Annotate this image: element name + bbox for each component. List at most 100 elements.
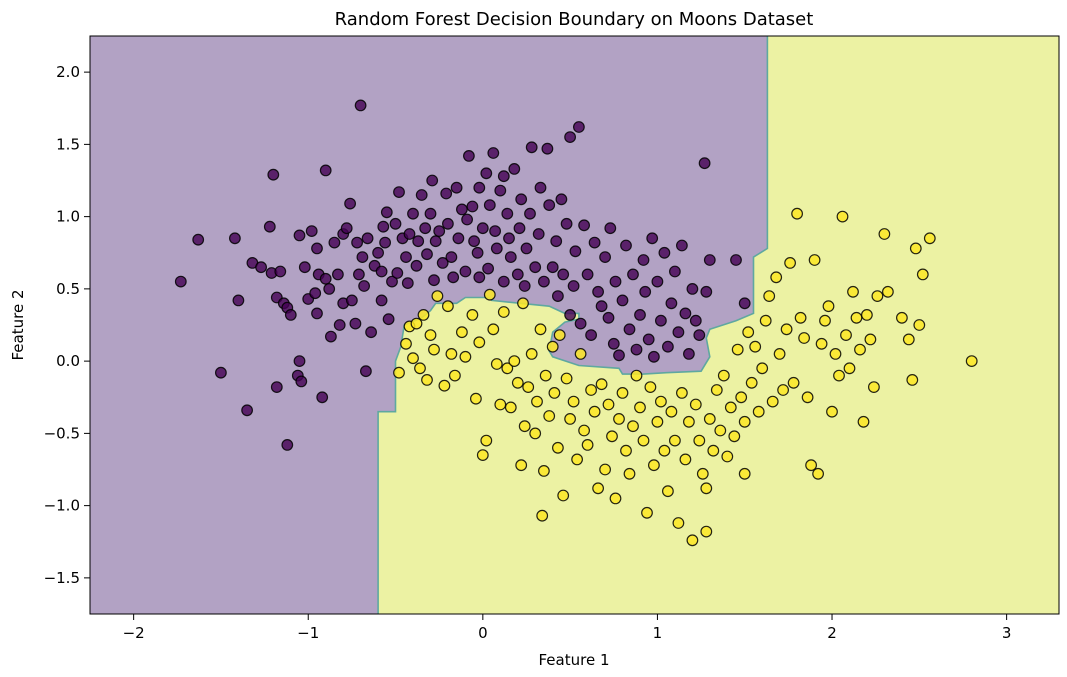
data-point-class-0 [662, 340, 674, 353]
data-point-class-1 [445, 348, 458, 360]
data-point-class-1 [766, 395, 779, 408]
data-point-class-0 [665, 297, 678, 310]
data-point-class-0 [532, 228, 545, 240]
data-point-class-0 [447, 271, 460, 284]
data-point-class-1 [826, 405, 838, 418]
data-point-class-0 [646, 232, 659, 245]
data-point-class-0 [473, 181, 486, 194]
data-point-class-1 [442, 300, 454, 313]
decision-region-class-0 [90, 36, 768, 614]
data-point-class-0 [513, 222, 526, 235]
data-point-class-0 [412, 235, 425, 248]
data-point-class-1 [494, 398, 507, 411]
data-point-class-0 [524, 207, 536, 220]
data-point-class-0 [340, 222, 353, 235]
data-point-class-1 [552, 441, 564, 454]
data-point-class-1 [517, 297, 529, 310]
data-point-class-0 [353, 268, 365, 281]
data-point-class-1 [745, 376, 758, 389]
data-point-class-0 [574, 317, 587, 330]
data-point-class-1 [693, 434, 706, 447]
data-point-class-0 [609, 275, 622, 288]
decision-boundary-line [377, 36, 769, 614]
data-point-class-0 [602, 311, 615, 324]
data-point-class-0 [361, 232, 374, 245]
x-axis-label: Feature 1 [539, 651, 610, 669]
data-point-class-0 [639, 285, 652, 298]
data-point-class-0 [328, 236, 341, 249]
data-point-class-0 [511, 268, 524, 281]
data-point-class-0 [480, 167, 493, 180]
data-point-class-0 [490, 242, 503, 255]
data-point-class-0 [311, 242, 323, 255]
x-tick-label: 0 [478, 624, 488, 642]
data-point-class-0 [316, 391, 329, 404]
data-point-class-0 [669, 265, 681, 278]
data-point-class-0 [604, 222, 617, 235]
data-point-class-1 [833, 369, 845, 382]
data-point-class-1 [777, 384, 789, 396]
data-point-class-0 [501, 207, 514, 220]
data-point-class-0 [599, 251, 611, 264]
data-point-class-0 [581, 268, 594, 281]
data-point-class-1 [878, 228, 891, 240]
data-point-class-0 [323, 283, 336, 295]
data-point-class-0 [700, 285, 713, 298]
data-point-class-1 [651, 415, 664, 428]
data-point-class-1 [752, 405, 765, 418]
data-point-class-0 [585, 329, 597, 342]
data-point-class-0 [463, 149, 475, 162]
data-point-class-0 [595, 300, 608, 313]
data-point-class-1 [902, 333, 915, 346]
data-point-class-0 [407, 207, 419, 220]
data-point-class-1 [864, 333, 877, 346]
data-point-class-0 [263, 220, 276, 233]
data-point-class-1 [738, 467, 751, 480]
x-tick-label: −2 [123, 624, 145, 642]
data-point-class-1 [728, 430, 741, 443]
y-tick-label: −1.5 [44, 569, 80, 587]
data-point-class-0 [529, 261, 542, 274]
data-point-class-1 [857, 415, 870, 428]
data-point-class-0 [634, 309, 646, 321]
data-point-class-1 [501, 362, 514, 375]
data-point-class-0 [487, 147, 500, 159]
data-point-class-1 [815, 337, 828, 350]
data-point-class-0 [543, 199, 556, 212]
data-point-class-1 [534, 323, 547, 336]
data-point-class-1 [490, 358, 503, 370]
data-point-class-0 [419, 222, 432, 235]
data-point-class-0 [270, 381, 283, 394]
data-point-class-1 [850, 311, 863, 324]
data-point-class-1 [609, 492, 622, 505]
y-tick-label: 0.5 [56, 280, 80, 298]
data-point-class-0 [698, 157, 711, 170]
data-point-class-0 [738, 297, 751, 310]
data-point-class-0 [473, 271, 486, 284]
data-point-class-0 [497, 275, 510, 288]
data-point-class-1 [623, 467, 636, 480]
data-point-class-0 [689, 314, 702, 327]
data-point-class-0 [424, 207, 437, 220]
data-point-class-1 [672, 517, 685, 529]
data-point-class-0 [655, 314, 667, 327]
data-point-class-1 [703, 413, 716, 425]
x-tick-label: 1 [653, 624, 663, 642]
data-point-class-1 [784, 257, 796, 269]
data-point-class-0 [255, 261, 268, 274]
data-point-class-0 [564, 309, 576, 321]
data-point-class-0 [658, 246, 671, 259]
data-point-class-1 [658, 444, 671, 457]
data-point-class-0 [445, 251, 458, 264]
data-point-class-1 [731, 343, 744, 356]
data-point-class-1 [529, 427, 542, 440]
data-point-class-1 [522, 381, 535, 394]
data-point-class-0 [620, 239, 632, 252]
data-point-class-0 [616, 294, 629, 307]
data-point-class-0 [648, 350, 660, 363]
data-point-class-0 [349, 317, 362, 330]
data-point-class-1 [567, 395, 580, 408]
data-point-class-0 [627, 268, 639, 281]
data-point-class-1 [916, 268, 929, 281]
data-point-class-1 [538, 465, 550, 477]
